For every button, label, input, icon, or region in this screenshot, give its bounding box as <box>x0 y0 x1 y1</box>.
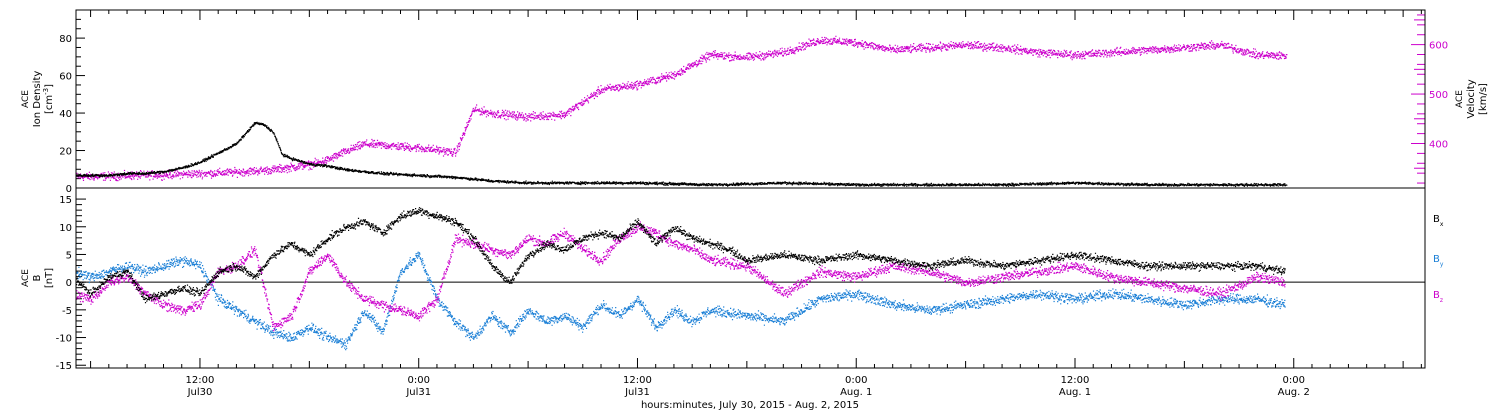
density-label-line3: [cm-3] <box>42 84 55 114</box>
time-tick-date: Jul30 <box>187 387 213 398</box>
velocity-tick-label: 500 <box>1429 90 1448 101</box>
velocity-series-points <box>76 35 1288 182</box>
time-tick-label: 12:00 <box>623 375 652 386</box>
velocity-axis-label: ACE Velocity [km/s] <box>1455 79 1489 118</box>
field-tick-label: 15 <box>59 195 72 206</box>
time-tick-label: 0:00 <box>845 375 867 386</box>
field-label-line1: ACE <box>21 269 31 287</box>
by-series-points <box>76 251 1286 351</box>
time-tick-label: 12:00 <box>1061 375 1090 386</box>
field-label-line3: [nT] <box>44 268 55 288</box>
time-tick-date: Aug. 2 <box>1278 387 1310 398</box>
velocity-label-line2: Velocity <box>1466 79 1477 118</box>
time-tick-date: Jul31 <box>624 387 650 398</box>
field-label-line2: B <box>32 274 43 281</box>
legend-bx: Bx <box>1433 214 1444 228</box>
velocity-tick-label: 400 <box>1429 140 1448 151</box>
time-tick-label: 0:00 <box>407 375 429 386</box>
time-tick-date: Jul31 <box>405 387 431 398</box>
field-tick-label: -5 <box>62 306 72 317</box>
density-tick-label: 20 <box>59 147 72 158</box>
magnetic-field-panel: 15 10 5 0 -5 -10 -15 ACE B [nT] Bx By Bz <box>21 187 1444 372</box>
velocity-label-line3: [km/s] <box>1478 83 1489 115</box>
field-tick-label: -15 <box>56 361 72 372</box>
density-label-line2: Ion Density <box>32 71 43 128</box>
velocity-series <box>76 35 1288 182</box>
field-axis-label: ACE B [nT] <box>21 268 55 288</box>
velocity-tick-label: 600 <box>1429 41 1448 52</box>
field-tick-label: 5 <box>66 250 72 261</box>
time-tick-label: 0:00 <box>1283 375 1305 386</box>
x-axis-label: hours:minutes, July 30, 2015 - Aug. 2, 2… <box>641 400 859 410</box>
bx-series-points <box>76 207 1286 304</box>
legend-bz: Bz <box>1433 290 1443 304</box>
time-tick-label: 12:00 <box>186 375 215 386</box>
field-tick-label: 0 <box>66 278 72 289</box>
legend-by: By <box>1433 254 1444 268</box>
density-tick-label: 60 <box>59 72 72 83</box>
bx-series <box>76 207 1286 304</box>
time-tick-date: Aug. 1 <box>840 387 872 398</box>
density-label-line1: ACE <box>21 90 31 108</box>
velocity-label-line1: ACE <box>1455 90 1465 108</box>
bottom-panel-frame <box>75 187 1426 369</box>
field-tick-label: 10 <box>59 223 72 234</box>
density-tick-label: 80 <box>59 34 72 45</box>
density-tick-label: 0 <box>66 184 72 195</box>
time-tick-date: Aug. 1 <box>1059 387 1091 398</box>
by-series <box>76 251 1286 351</box>
field-tick-label: -10 <box>56 334 72 345</box>
density-tick-label: 40 <box>59 109 72 120</box>
